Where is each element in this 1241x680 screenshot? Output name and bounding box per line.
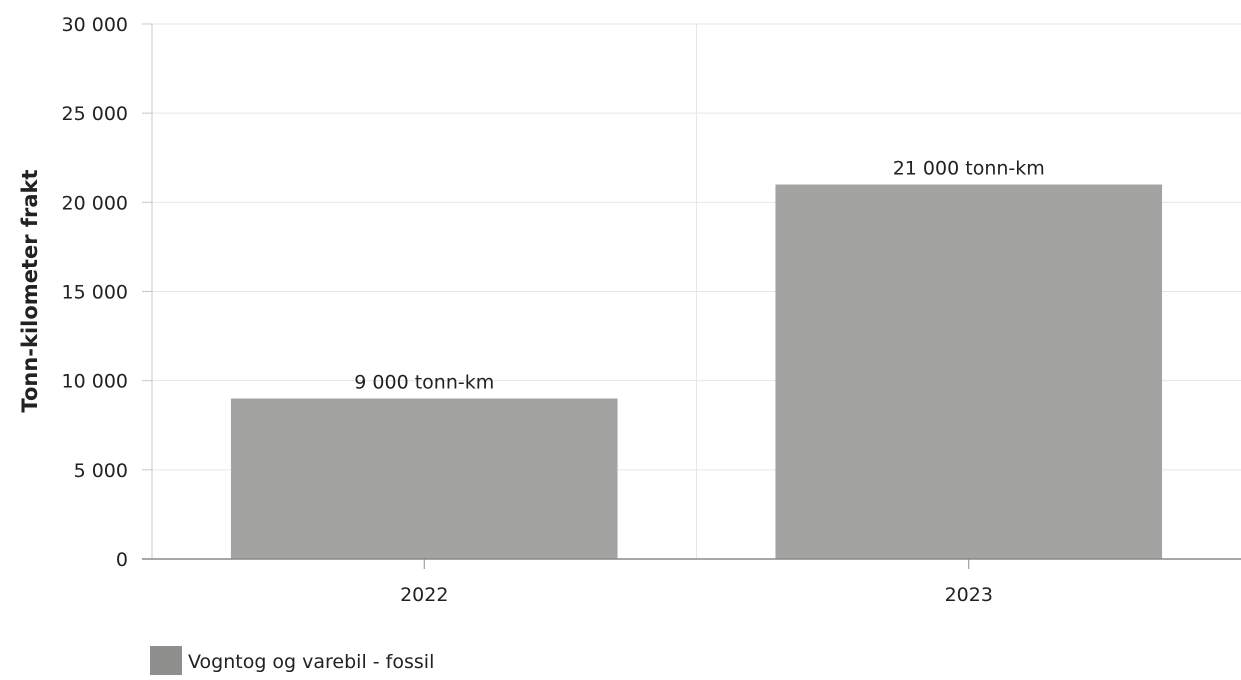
y-tick-label: 0	[116, 549, 128, 571]
y-tick-label: 25 000	[62, 103, 128, 125]
legend[interactable]: Vogntog og varebil - fossil	[150, 646, 434, 676]
y-tick-label: 20 000	[62, 192, 128, 214]
y-tick-label: 15 000	[62, 282, 128, 304]
x-tick-label: 2022	[400, 584, 448, 606]
bars	[230, 184, 1163, 560]
x-tick-label: 2023	[945, 584, 993, 606]
bar-2022[interactable]	[230, 398, 618, 560]
data-label: 9 000 tonn-km	[354, 372, 494, 394]
y-tick-label: 30 000	[62, 14, 128, 36]
y-axis-title: Tonn-kilometer frakt	[18, 169, 42, 412]
labels: 0 5 000 10 000 15 000 20 000 25 000 30 000 9 00…	[62, 14, 1045, 606]
data-label: 21 000 tonn-km	[893, 158, 1045, 180]
bar-2023[interactable]	[775, 184, 1163, 560]
y-tick-label: 5 000	[74, 460, 128, 482]
legend-swatch	[150, 646, 182, 676]
y-tick-label: 10 000	[62, 371, 128, 393]
axes	[142, 23, 1241, 569]
legend-label: Vogntog og varebil - fossil	[188, 651, 434, 673]
